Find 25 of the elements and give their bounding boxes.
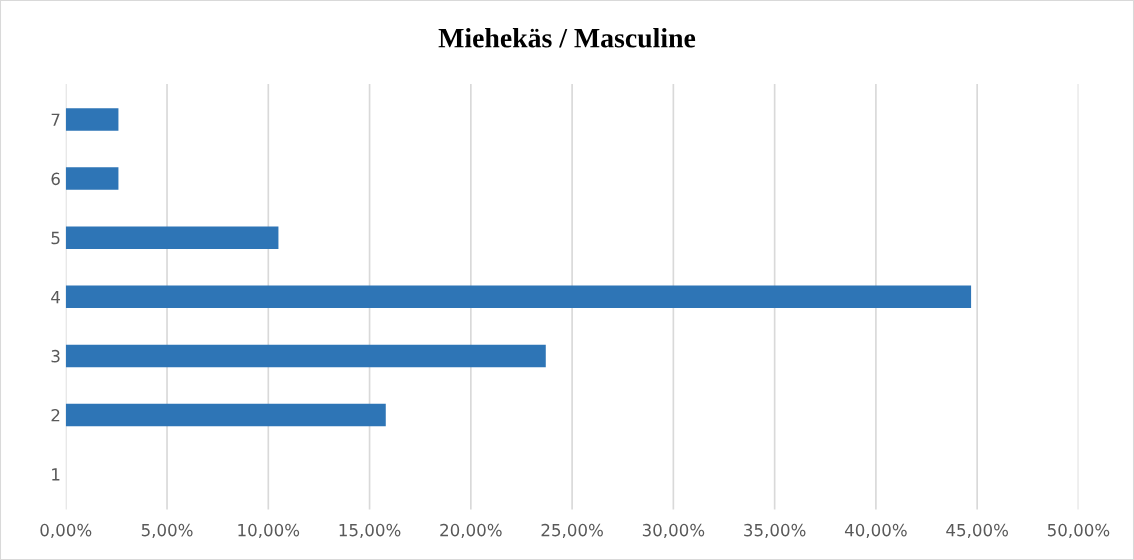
x-tick-label: 50,00% — [1047, 523, 1110, 539]
x-tick-label: 0,00% — [40, 523, 92, 539]
y-tick-label: 3 — [51, 349, 60, 363]
x-tick-label: 45,00% — [946, 523, 1009, 539]
x-tick-label: 25,00% — [541, 523, 603, 539]
chart-title: Miehekäs / Masculine — [438, 28, 696, 48]
y-tick-label: 2 — [51, 408, 60, 422]
x-tick-label: 15,00% — [339, 523, 401, 539]
bar — [65, 344, 546, 368]
x-tick-label: 35,00% — [744, 523, 806, 539]
x-tick-label: 10,00% — [238, 523, 300, 539]
y-tick-label: 1 — [52, 468, 60, 481]
y-tick-label: 4 — [51, 290, 60, 304]
x-tick-label: 20,00% — [440, 523, 502, 539]
x-tick-label: 5,00% — [141, 523, 193, 539]
x-tick-label: 30,00% — [642, 523, 705, 539]
bar — [65, 167, 119, 190]
bar — [65, 403, 386, 427]
bar — [65, 108, 119, 131]
bar — [65, 226, 279, 249]
x-tick-label: 40,00% — [844, 523, 907, 539]
bar — [65, 285, 972, 309]
y-tick-label: 5 — [51, 231, 60, 245]
y-tick-label: 7 — [51, 113, 60, 126]
y-tick-label: 6 — [51, 172, 60, 186]
